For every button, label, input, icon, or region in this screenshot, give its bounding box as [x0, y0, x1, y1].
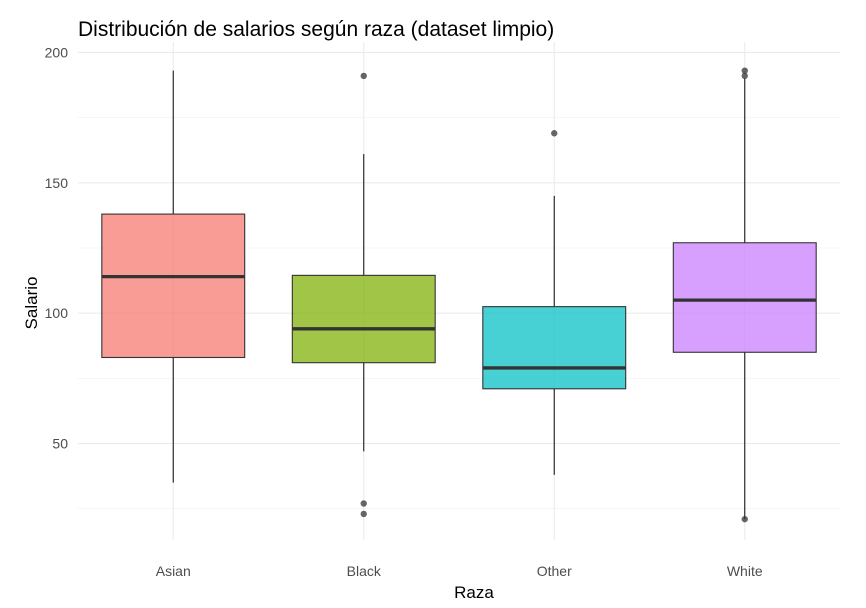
x-tick-label: Other	[537, 563, 572, 579]
box-body	[482, 306, 627, 390]
x-tick-label: Black	[347, 563, 382, 579]
outlier-point	[360, 500, 367, 507]
axis-ticks: 50 100 150 200 Asian Black Other White	[45, 44, 763, 579]
box-series	[101, 67, 817, 523]
x-tick-label: White	[727, 563, 763, 579]
y-tick-label: 50	[52, 436, 68, 452]
y-tick-label: 200	[45, 44, 69, 60]
outlier-point	[360, 72, 367, 80]
outlier-point	[741, 515, 748, 523]
outlier-point	[551, 130, 558, 137]
chart-title: Distribución de salarios según raza (dat…	[78, 18, 554, 41]
outlier-point	[360, 510, 367, 518]
y-tick-label: 100	[45, 305, 69, 321]
outlier-point	[741, 72, 748, 80]
y-axis-title: Salario	[22, 277, 41, 330]
box-other	[482, 130, 627, 475]
outlier-point	[741, 67, 748, 74]
box-asian	[101, 70, 246, 483]
y-tick-label: 150	[45, 175, 69, 191]
x-tick-label: Asian	[156, 563, 191, 579]
box-white	[672, 67, 817, 523]
box-body	[101, 213, 246, 359]
box-body	[672, 242, 817, 353]
x-axis-title: Raza	[454, 583, 494, 602]
box-body	[291, 274, 436, 364]
box-black	[291, 72, 436, 518]
